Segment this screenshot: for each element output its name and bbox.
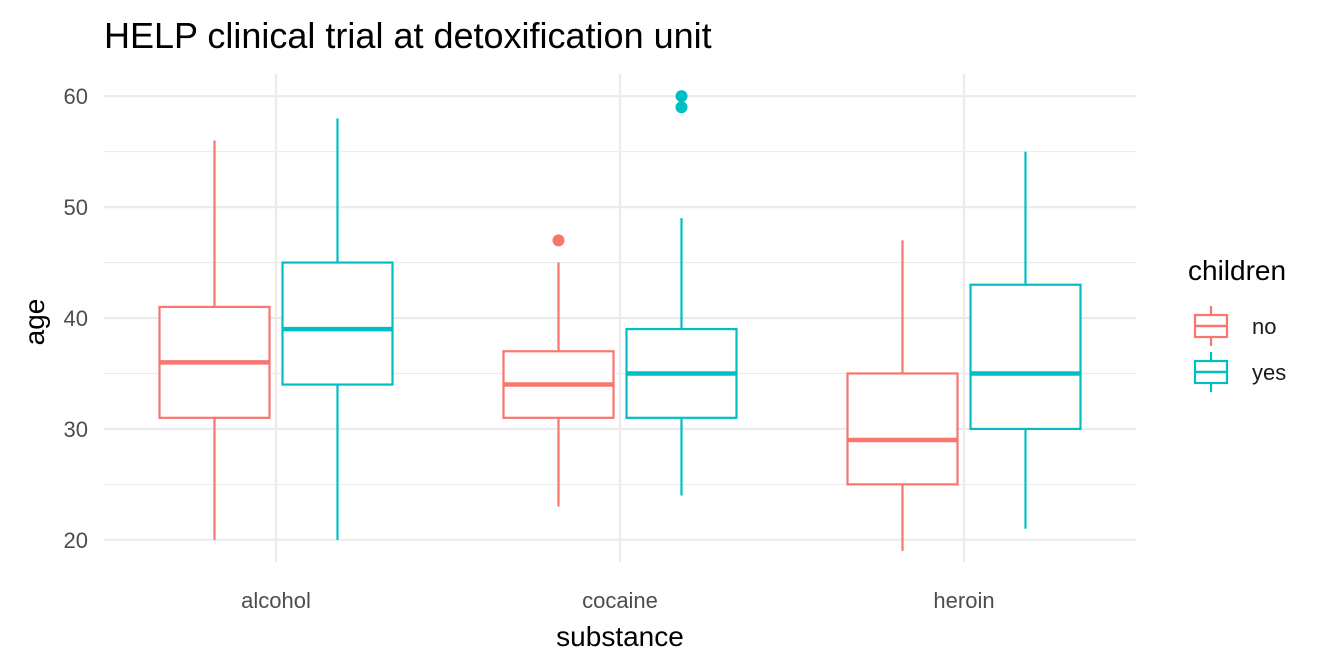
box-iqr	[846, 372, 959, 486]
box-iqr	[969, 283, 1082, 431]
y-tick-label: 20	[64, 528, 88, 553]
box-yes-heroin	[969, 151, 1082, 529]
legend-label: no	[1252, 314, 1276, 339]
legend-label: yes	[1252, 360, 1286, 385]
y-tick-label: 40	[64, 306, 88, 331]
y-tick-label: 30	[64, 417, 88, 442]
box-no-heroin	[846, 240, 959, 551]
box-no-cocaine	[502, 234, 615, 507]
y-tick-label: 60	[64, 84, 88, 109]
outlier-point	[675, 101, 688, 114]
outlier-point	[552, 234, 565, 247]
x-axis: alcohol cocaine heroin	[241, 588, 994, 613]
x-tick-label: cocaine	[582, 588, 658, 613]
legend: children no yes	[1188, 255, 1286, 392]
box-yes-alcohol	[281, 118, 394, 540]
legend-item-no: no	[1193, 306, 1276, 346]
x-tick-label: alcohol	[241, 588, 311, 613]
x-axis-title: substance	[556, 621, 684, 652]
legend-item-yes: yes	[1193, 352, 1286, 392]
x-tick-label: heroin	[933, 588, 994, 613]
y-axis-title: age	[19, 299, 50, 346]
box-no-alcohol	[158, 140, 271, 540]
boxes	[158, 90, 1082, 551]
box-iqr	[281, 261, 394, 386]
box-yes-cocaine	[625, 90, 738, 496]
outlier-point	[675, 90, 688, 103]
chart-title: HELP clinical trial at detoxification un…	[104, 15, 712, 56]
legend-title: children	[1188, 255, 1286, 286]
y-axis: 20 30 40 50 60	[64, 84, 88, 553]
y-tick-label: 50	[64, 195, 88, 220]
grid	[104, 74, 1136, 562]
